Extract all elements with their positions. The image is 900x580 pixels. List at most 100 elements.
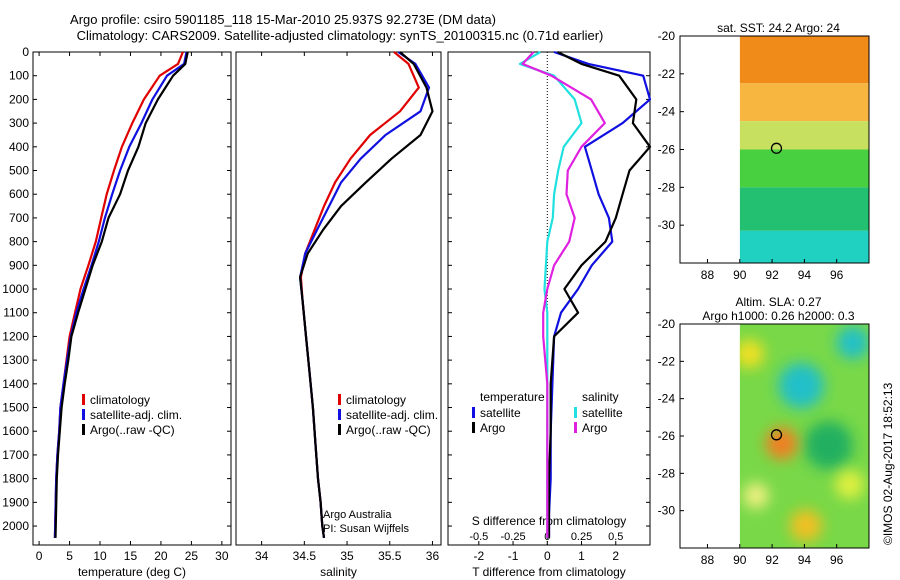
legend-swatch xyxy=(82,409,85,420)
sla-anomaly-blob xyxy=(835,469,865,500)
plot-frame xyxy=(32,51,232,546)
legend-label: climatology xyxy=(90,393,150,407)
legend-title: temperature xyxy=(480,390,545,404)
series-line-argo-raw-qc- xyxy=(54,51,189,538)
y-tick-label: 1500 xyxy=(2,401,29,415)
y-tick-label: 100 xyxy=(9,69,29,83)
x-tick-label: 88 xyxy=(701,268,715,282)
x-tick-label: 92 xyxy=(765,553,779,567)
x-tick-label: 10 xyxy=(93,549,107,563)
legend-swatch xyxy=(472,422,475,433)
x-tick-label: 90 xyxy=(733,268,747,282)
x-tick-label: 94 xyxy=(798,268,812,282)
map-title: sat. SST: 24.2 Argo: 24 xyxy=(717,21,840,35)
legend-label: climatology xyxy=(346,393,406,407)
y-tick-label: -24 xyxy=(658,105,676,119)
x-tick-label: -1 xyxy=(508,549,519,563)
y-tick-label: -22 xyxy=(658,354,676,368)
y-tick-label: 700 xyxy=(9,211,29,225)
y-tick-label: 1900 xyxy=(2,495,29,509)
y-tick-label: -26 xyxy=(658,143,676,157)
figure-title-line2: Climatology: CARS2009. Satellite-adjuste… xyxy=(77,28,604,43)
sst-band xyxy=(739,83,869,122)
sst-map-panel: sat. SST: 24.2 Argo: 24 -20 -22 -24 -26 -28 -3… xyxy=(658,21,870,282)
x-tick-label: 5 xyxy=(66,549,73,563)
legend-swatch xyxy=(338,424,341,435)
x-tick-label: 20 xyxy=(154,549,168,563)
y-tick-label: 1000 xyxy=(2,282,29,296)
legend-label: Argo(..raw -QC) xyxy=(90,423,175,437)
legend-label: satellite-adj. clim. xyxy=(346,408,438,422)
y-tick-label: -20 xyxy=(658,29,676,43)
x-tick-label: 0 xyxy=(36,549,43,563)
legend-label: Argo xyxy=(582,421,608,435)
x-tick-label: 0 xyxy=(544,549,551,563)
plot-frame xyxy=(447,51,651,546)
legend-swatch xyxy=(82,424,85,435)
map-subtitle: Argo h1000: 0.26 h2000: 0.3 xyxy=(702,309,854,323)
x-tick-label: 96 xyxy=(830,268,844,282)
map-title: Altim. SLA: 0.27 xyxy=(735,295,821,309)
x-tick-label: 36 xyxy=(426,549,440,563)
y-tick-label: 800 xyxy=(9,235,29,249)
credit-label: Argo Australia xyxy=(323,509,392,521)
legend-swatch xyxy=(338,409,341,420)
x-tick-label: 2 xyxy=(612,549,619,563)
y-tick-label: 1700 xyxy=(2,448,29,462)
sst-band xyxy=(739,121,869,150)
x-top-tick-label: -0.25 xyxy=(501,531,526,543)
temperature-panel: 0100200300400500600700800900100011001200… xyxy=(2,45,232,579)
y-tick-label: 1300 xyxy=(2,353,29,367)
sst-band xyxy=(739,230,869,263)
y-tick-label: -28 xyxy=(658,466,676,480)
series-line-argo-raw-qc- xyxy=(299,51,434,539)
profile-location-marker xyxy=(770,429,783,441)
legend-swatch xyxy=(82,394,85,405)
x-tick-label: 34.5 xyxy=(293,549,317,563)
y-tick-label: -30 xyxy=(658,504,676,518)
sst-band xyxy=(739,36,869,84)
legend-label: satellite xyxy=(582,406,623,420)
legend-title: salinity xyxy=(582,390,619,404)
x-tick-label: 90 xyxy=(733,553,747,567)
y-tick-label: 1100 xyxy=(3,306,29,320)
x-tick-label: -2 xyxy=(473,549,484,563)
x-tick-label: 1 xyxy=(578,549,585,563)
series-line-salinity-argo xyxy=(521,51,606,538)
x-tick-label: 25 xyxy=(185,549,199,563)
series-line-temperature-argo xyxy=(547,51,652,538)
y-tick-label: -26 xyxy=(658,429,676,443)
sla-anomaly-blob xyxy=(804,421,853,470)
y-tick-label: 900 xyxy=(9,258,29,272)
x-axis-label: T difference from climatology xyxy=(472,565,626,579)
y-tick-label: 400 xyxy=(9,140,29,154)
y-tick-label: 500 xyxy=(9,164,29,178)
map-ocean xyxy=(739,36,869,263)
x-tick-label: 88 xyxy=(701,553,715,567)
legend-label: satellite xyxy=(480,406,521,420)
y-tick-label: 0 xyxy=(22,45,29,59)
map-ocean xyxy=(739,324,869,548)
difference-panel: -2 -1 0 1 2-0.5 -0.25 0 0.25 0.5S difference fro… xyxy=(447,50,652,579)
legend-swatch xyxy=(338,394,341,405)
y-tick-label: 200 xyxy=(9,92,29,106)
x-tick-label: 96 xyxy=(830,553,844,567)
sla-anomaly-blob xyxy=(743,482,769,509)
y-tick-label: -24 xyxy=(658,392,676,406)
y-tick-label: -22 xyxy=(658,67,676,81)
sla-anomaly-blob xyxy=(739,339,764,369)
sla-anomaly-blob xyxy=(789,509,823,542)
x-tick-label: 34 xyxy=(255,549,269,563)
x-top-tick-label: 0.25 xyxy=(571,531,592,543)
x-axis-label: salinity xyxy=(320,565,357,579)
y-tick-label: 2000 xyxy=(2,519,29,533)
y-tick-label: -28 xyxy=(658,180,676,194)
x-axis-label: temperature (deg C) xyxy=(78,565,186,579)
timestamp-watermark: ©IMOS 02-Aug-2017 18:52:13 xyxy=(881,382,895,545)
x-tick-label: 35 xyxy=(340,549,354,563)
legend-swatch xyxy=(574,407,577,418)
y-tick-label: 1600 xyxy=(2,424,29,438)
x-tick-label: 94 xyxy=(798,553,812,567)
